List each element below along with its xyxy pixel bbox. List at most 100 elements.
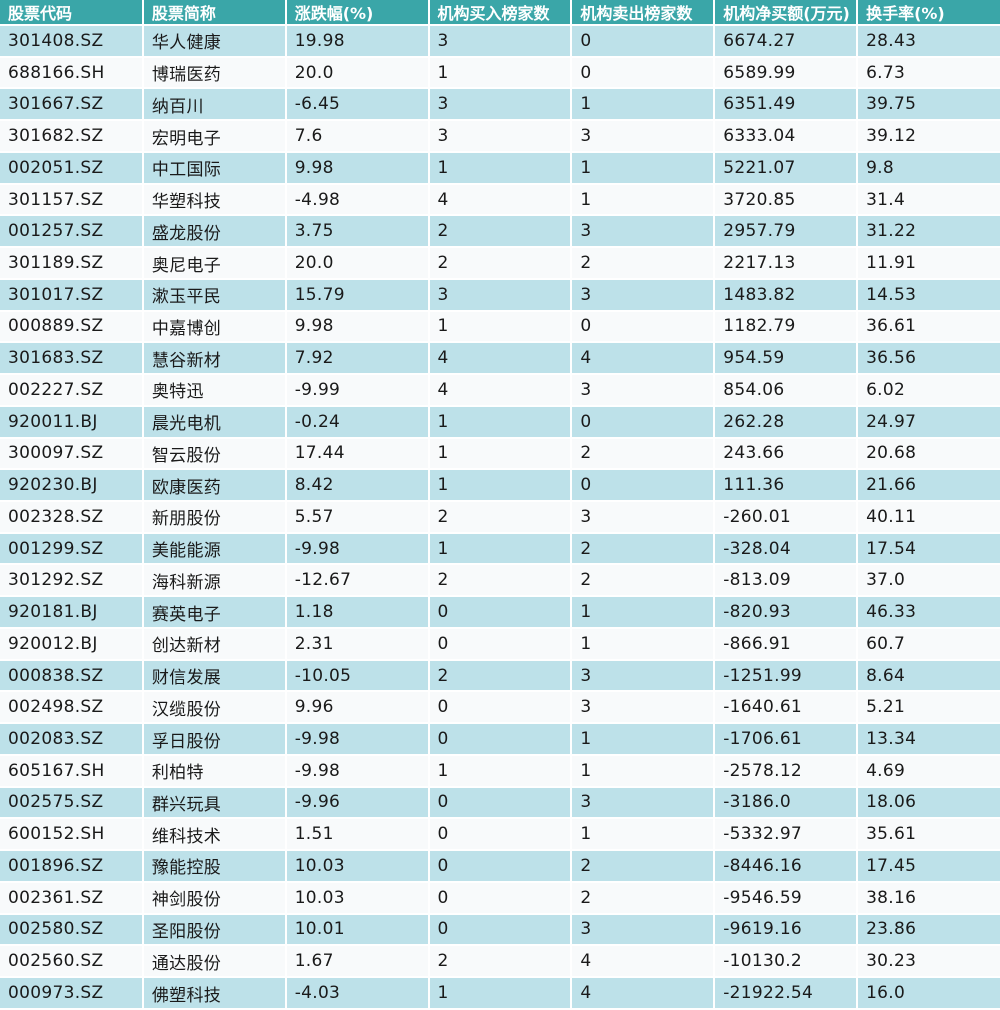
cell-turnover-rate: 36.56 [857,342,1000,376]
cell-stock-name: 欧康医药 [142,469,287,503]
cell-change-pct: -9.98 [285,532,430,566]
cell-stock-code: 600152.SH [0,818,144,852]
cell-change-pct: -4.98 [285,183,430,217]
cell-inst-net-buy-amount: 6589.99 [714,56,859,90]
table-row: 002361.SZ 神剑股份 10.03 0 2 -9546.59 38.16 [0,881,1000,915]
cell-turnover-rate: 11.91 [857,247,1000,280]
column-header-stock-name: 股票简称 [142,0,287,26]
cell-stock-name: 华塑科技 [142,183,287,217]
cell-change-pct: 20.0 [285,56,430,90]
cell-stock-code: 000973.SZ [0,977,144,1010]
table-row: 000889.SZ 中嘉博创 9.98 1 0 1182.79 36.61 [0,310,1000,344]
cell-stock-code: 301017.SZ [0,278,144,312]
cell-turnover-rate: 4.69 [857,754,1000,788]
cell-inst-buy-count: 0 [428,818,573,852]
cell-inst-buy-count: 1 [428,437,573,471]
cell-inst-sell-count: 2 [571,247,716,280]
cell-turnover-rate: 31.4 [857,183,1000,217]
table-row: 301189.SZ 奥尼电子 20.0 2 2 2217.13 11.91 [0,247,1000,280]
header-row: 股票代码 股票简称 涨跌幅(%) 机构买入榜家数 机构卖出榜家数 机构净买额(万… [0,0,1000,26]
table-body: 301408.SZ 华人健康 19.98 3 0 6674.27 28.43 688166.S… [0,25,1000,1010]
cell-stock-name: 豫能控股 [142,850,287,883]
cell-inst-sell-count: 3 [571,120,716,153]
cell-turnover-rate: 40.11 [857,501,1000,534]
cell-inst-net-buy-amount: 243.66 [714,437,859,471]
cell-change-pct: 7.92 [285,342,430,376]
cell-turnover-rate: 6.02 [857,374,1000,407]
cell-stock-name: 博瑞医药 [142,56,287,90]
cell-inst-buy-count: 2 [428,247,573,280]
table-row: 000973.SZ 佛塑科技 -4.03 1 4 -21922.54 16.0 [0,977,1000,1010]
table-row: 301017.SZ 漱玉平民 15.79 3 3 1483.82 14.53 [0,278,1000,312]
cell-change-pct: 15.79 [285,278,430,312]
cell-inst-net-buy-amount: -9546.59 [714,881,859,915]
table-row: 301667.SZ 纳百川 -6.45 3 1 6351.49 39.75 [0,88,1000,122]
cell-stock-name: 神剑股份 [142,881,287,915]
cell-turnover-rate: 8.64 [857,659,1000,693]
cell-change-pct: 19.98 [285,25,430,58]
cell-stock-code: 002560.SZ [0,945,144,979]
table-row: 600152.SH 维科技术 1.51 0 1 -5332.97 35.61 [0,818,1000,852]
cell-turnover-rate: 35.61 [857,818,1000,852]
cell-inst-net-buy-amount: -8446.16 [714,850,859,883]
cell-stock-name: 中嘉博创 [142,310,287,344]
cell-stock-name: 孚日股份 [142,723,287,756]
cell-stock-name: 佛塑科技 [142,977,287,1010]
cell-stock-code: 920230.BJ [0,469,144,503]
cell-inst-sell-count: 3 [571,215,716,249]
cell-inst-buy-count: 3 [428,25,573,58]
cell-stock-code: 301683.SZ [0,342,144,376]
cell-inst-net-buy-amount: 1483.82 [714,278,859,312]
cell-change-pct: 8.42 [285,469,430,503]
cell-stock-name: 华人健康 [142,25,287,58]
cell-stock-name: 漱玉平民 [142,278,287,312]
cell-inst-buy-count: 3 [428,120,573,153]
cell-turnover-rate: 30.23 [857,945,1000,979]
cell-stock-name: 奥特迅 [142,374,287,407]
cell-change-pct: 10.03 [285,850,430,883]
cell-inst-sell-count: 1 [571,88,716,122]
cell-turnover-rate: 6.73 [857,56,1000,90]
cell-change-pct: -4.03 [285,977,430,1010]
cell-inst-net-buy-amount: 954.59 [714,342,859,376]
cell-inst-buy-count: 0 [428,627,573,661]
cell-inst-sell-count: 0 [571,310,716,344]
table-row: 002051.SZ 中工国际 9.98 1 1 5221.07 9.8 [0,151,1000,185]
cell-inst-sell-count: 3 [571,913,716,947]
cell-inst-buy-count: 2 [428,501,573,534]
cell-change-pct: -6.45 [285,88,430,122]
cell-turnover-rate: 17.54 [857,532,1000,566]
cell-turnover-rate: 16.0 [857,977,1000,1010]
cell-inst-buy-count: 1 [428,754,573,788]
cell-stock-code: 002051.SZ [0,151,144,185]
cell-inst-sell-count: 1 [571,627,716,661]
column-header-inst-buy-count: 机构买入榜家数 [428,0,573,26]
cell-stock-code: 000889.SZ [0,310,144,344]
cell-inst-sell-count: 4 [571,977,716,1010]
cell-turnover-rate: 36.61 [857,310,1000,344]
cell-inst-sell-count: 0 [571,25,716,58]
cell-stock-name: 美能能源 [142,532,287,566]
cell-change-pct: -0.24 [285,405,430,439]
cell-inst-sell-count: 4 [571,342,716,376]
cell-stock-code: 000838.SZ [0,659,144,693]
cell-stock-code: 605167.SH [0,754,144,788]
cell-inst-sell-count: 3 [571,374,716,407]
cell-inst-buy-count: 3 [428,278,573,312]
cell-stock-name: 海科新源 [142,564,287,598]
cell-stock-code: 301157.SZ [0,183,144,217]
cell-stock-code: 920181.BJ [0,596,144,629]
cell-turnover-rate: 38.16 [857,881,1000,915]
cell-inst-net-buy-amount: -328.04 [714,532,859,566]
cell-inst-net-buy-amount: -813.09 [714,564,859,598]
cell-inst-buy-count: 3 [428,88,573,122]
cell-inst-sell-count: 0 [571,469,716,503]
cell-turnover-rate: 60.7 [857,627,1000,661]
cell-inst-sell-count: 0 [571,56,716,90]
cell-inst-buy-count: 2 [428,945,573,979]
cell-inst-buy-count: 0 [428,691,573,725]
cell-change-pct: 3.75 [285,215,430,249]
cell-inst-buy-count: 0 [428,596,573,629]
cell-stock-name: 晨光电机 [142,405,287,439]
